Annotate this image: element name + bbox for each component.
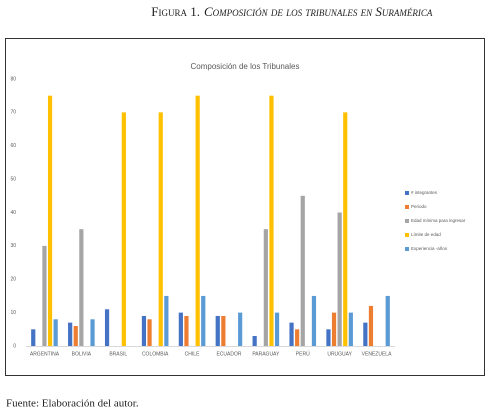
bar — [90, 319, 95, 346]
bar — [331, 312, 337, 346]
caption-title: Composición de los tribunales en Suramér… — [204, 4, 433, 19]
bar — [289, 322, 294, 346]
bar — [274, 312, 280, 346]
legend-label: Límite de edad — [411, 232, 441, 237]
bar — [269, 95, 274, 346]
bar — [215, 315, 220, 346]
y-tick-label: 30 — [10, 243, 16, 249]
bar — [195, 95, 200, 346]
legend-swatch — [405, 247, 409, 251]
bar — [79, 229, 84, 346]
x-tick-label: BRASIL — [109, 351, 127, 357]
bar — [263, 229, 268, 346]
bar — [221, 315, 226, 346]
bar — [337, 212, 342, 346]
bar — [238, 312, 243, 346]
y-tick-label: 80 — [10, 76, 16, 82]
legend-swatch — [405, 205, 409, 209]
bar — [300, 195, 305, 346]
legend-label: # integrantes — [411, 190, 438, 195]
legend-swatch — [405, 191, 409, 195]
chart-frame — [5, 38, 485, 376]
x-tick-label: COLOMBIA — [142, 351, 169, 357]
bar — [385, 295, 390, 346]
x-tick-label: PARAGUAY — [252, 351, 280, 357]
legend-label: Edad mínima para ingresar — [411, 218, 466, 223]
bar — [147, 319, 152, 346]
bar — [311, 295, 317, 346]
y-tick-label: 40 — [10, 210, 16, 216]
y-tick-label: 0 — [13, 343, 16, 349]
y-tick-label: 50 — [10, 176, 16, 182]
x-tick-label: URUGUAY — [327, 351, 352, 357]
x-tick-label: PERÚ — [296, 350, 310, 357]
bar — [252, 335, 257, 346]
bar — [368, 305, 374, 346]
x-tick-label: VENEZUELA — [362, 351, 392, 357]
bar — [104, 309, 110, 346]
bar — [158, 112, 163, 346]
y-tick-label: 20 — [10, 277, 16, 283]
bar — [326, 329, 331, 346]
bar — [295, 329, 300, 346]
bar — [141, 315, 147, 346]
bar — [73, 325, 78, 346]
y-tick-label: 70 — [10, 110, 16, 116]
bar — [178, 312, 183, 346]
caption-label: Figura 1. — [151, 4, 200, 19]
bar — [68, 322, 73, 346]
chart-title: Composición de los Tribunales — [191, 62, 300, 71]
x-tick-label: BOLIVIA — [72, 351, 92, 357]
source-note: Fuente: Elaboración del autor. — [6, 398, 139, 410]
bar — [343, 112, 348, 346]
bar — [121, 112, 126, 346]
legend-label: Experiencia -años — [411, 246, 448, 251]
x-tick-label: ECUADOR — [216, 351, 241, 357]
legend-swatch — [405, 219, 409, 223]
bar — [184, 315, 189, 346]
bar — [53, 319, 58, 346]
bar — [164, 295, 169, 346]
x-tick-label: ARGENTINA — [30, 351, 60, 357]
legend-label: Periodo — [411, 204, 427, 209]
bar — [201, 295, 206, 346]
y-tick-label: 10 — [10, 310, 16, 316]
bar — [47, 95, 53, 346]
bar — [363, 322, 368, 346]
bar — [348, 312, 353, 346]
bar — [31, 329, 36, 346]
legend-swatch — [405, 233, 409, 237]
bar — [42, 245, 47, 346]
y-tick-label: 60 — [10, 143, 16, 149]
x-tick-label: CHILE — [185, 351, 200, 357]
